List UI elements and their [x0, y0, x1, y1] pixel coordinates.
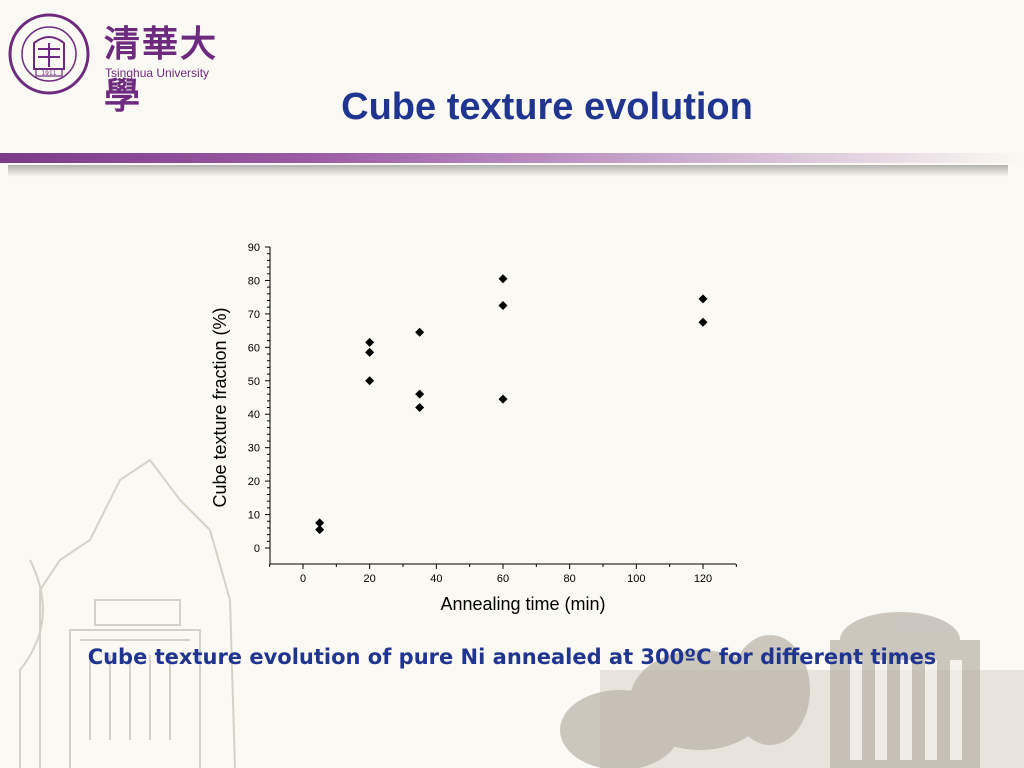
data-point — [415, 389, 425, 399]
university-name-chinese: 清華大學 — [104, 23, 219, 117]
university-seal-icon: 1911 — [8, 13, 90, 95]
y-tick-label: 70 — [248, 309, 260, 321]
university-name-english: Tsinghua University — [105, 66, 210, 80]
slide-title: Cube texture evolution — [341, 86, 753, 128]
x-tick-label: 80 — [564, 573, 576, 585]
x-axis-title: Annealing time (min) — [440, 594, 605, 614]
y-tick-label: 40 — [248, 409, 260, 421]
y-tick-label: 60 — [248, 342, 260, 354]
x-tick-label: 0 — [300, 573, 306, 585]
data-point — [365, 337, 375, 347]
data-point — [498, 394, 508, 404]
y-tick-label: 80 — [248, 275, 260, 287]
x-tick-label: 60 — [497, 573, 509, 585]
y-tick-label: 0 — [254, 543, 260, 555]
x-tick-label: 20 — [364, 573, 376, 585]
data-point — [698, 317, 708, 327]
data-point — [698, 294, 708, 304]
data-point — [365, 347, 375, 357]
university-logo: 1911 清華大學 Tsinghua University — [8, 13, 238, 117]
data-point — [365, 376, 375, 386]
x-tick-label: 120 — [694, 573, 712, 585]
data-point — [415, 327, 425, 337]
title-divider-shadow — [8, 165, 1008, 177]
x-tick-label: 100 — [627, 573, 645, 585]
data-point — [498, 301, 508, 311]
y-tick-label: 10 — [248, 510, 260, 522]
title-divider-bar — [0, 153, 1024, 163]
data-point — [315, 518, 325, 528]
y-tick-label: 90 — [248, 242, 260, 254]
data-point — [315, 525, 325, 535]
x-tick-label: 40 — [430, 573, 442, 585]
data-point — [498, 274, 508, 284]
seal-year: 1911 — [41, 70, 56, 77]
y-axis-title: Cube texture fraction (%) — [210, 307, 230, 507]
scatter-chart: 0 10 20 30 40 50 60 70 80 90 0 20 40 60 80 100 120 Anneal… — [210, 242, 737, 614]
data-point — [415, 403, 425, 413]
y-tick-label: 30 — [248, 443, 260, 455]
y-tick-label: 50 — [248, 376, 260, 388]
slide-caption: Cube texture evolution of pure Ni anneal… — [87, 645, 937, 669]
background-campus-sketch — [19, 458, 1024, 768]
y-tick-label: 20 — [248, 476, 260, 488]
